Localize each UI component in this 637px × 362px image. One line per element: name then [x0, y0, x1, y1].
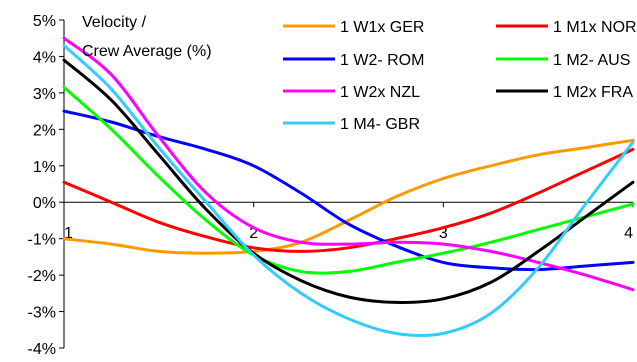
y-axis-label-line-1: Velocity / — [82, 14, 147, 31]
x-tick-label: 1 — [64, 225, 73, 242]
series-line-1-m4-gbr — [62, 44, 635, 338]
series-line-1-m2x-fra — [62, 58, 635, 304]
legend-label-1-m2-aus: 1 M2- AUS — [553, 52, 630, 69]
series-line-1-m1x-nor — [62, 147, 635, 253]
series-line-1-w2x-nzl — [62, 36, 635, 292]
y-tick-label: 1% — [33, 159, 56, 176]
y-tick-label: -1% — [28, 232, 56, 249]
y-axis-label: Velocity / Crew Average (%) — [82, 14, 212, 60]
axes: -4% -3% -2% -1% 0% 1% 2% 3% 4% 5% 1 2 3 4 — [28, 13, 634, 358]
y-axis-label-line-2: Crew Average (%) — [82, 43, 212, 60]
y-tick-label: 3% — [33, 86, 56, 103]
legend-label-1-m2x-fra: 1 M2x FRA — [553, 84, 633, 101]
legend: 1 W1x GER 1 M1x NOR 1 W2- ROM 1 M2- AUS 1 W2… — [283, 19, 637, 133]
series-line-1-w1x-ger — [62, 138, 635, 255]
y-tick-label: 2% — [33, 122, 56, 139]
y-tick-label: 4% — [33, 49, 56, 66]
series-layer — [62, 36, 635, 338]
x-tick-label: 3 — [439, 225, 448, 242]
legend-label-1-m1x-nor: 1 M1x NOR — [553, 19, 637, 36]
y-tick-label: -3% — [28, 305, 56, 322]
y-tick-label: -2% — [28, 268, 56, 285]
legend-label-1-w2x-nzl: 1 W2x NZL — [340, 84, 420, 101]
y-tick-label: 5% — [33, 13, 56, 30]
x-tick-label: 4 — [624, 225, 633, 242]
legend-label-1-w1x-ger: 1 W1x GER — [340, 19, 424, 36]
x-tick-label: 2 — [249, 225, 258, 242]
legend-label-1-m4-gbr: 1 M4- GBR — [340, 116, 420, 133]
y-tick-label: 0% — [33, 195, 56, 212]
series-line-1-m2-aus — [62, 85, 635, 275]
y-tick-label: -4% — [28, 341, 56, 358]
legend-label-1-w2-rom: 1 W2- ROM — [340, 52, 424, 69]
